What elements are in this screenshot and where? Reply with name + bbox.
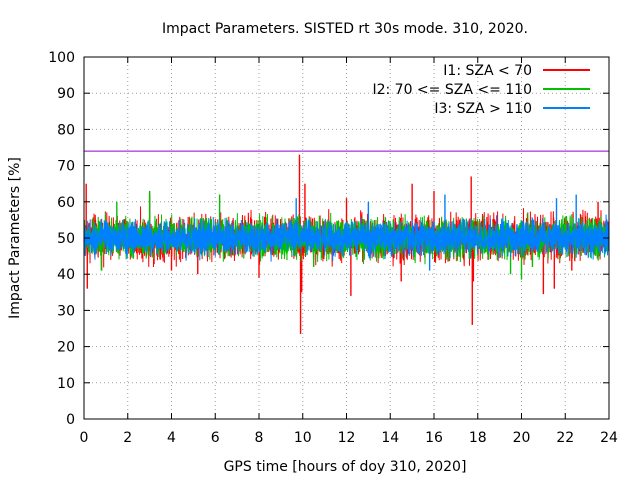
y-tick-label: 100	[48, 50, 75, 66]
y-tick-label: 20	[57, 340, 75, 356]
x-tick-label: 10	[294, 430, 312, 446]
y-tick-label: 60	[57, 195, 75, 211]
y-tick-label: 40	[57, 267, 75, 283]
data-series-layer	[83, 154, 610, 334]
chart-title: Impact Parameters. SISTED rt 30s mode. 3…	[162, 21, 528, 37]
series-line	[83, 214, 610, 262]
legend-label: I2: 70 <= SZA <= 110	[372, 82, 532, 98]
series-3	[83, 194, 610, 271]
x-tick-label: 0	[80, 430, 89, 446]
axis-ticks: 0 2 4 6 8 10 12 14 16 18 20 22 240102030405060708090…	[48, 50, 618, 446]
x-tick-label: 16	[425, 430, 443, 446]
y-axis-label: Impact Parameters [%]	[7, 157, 23, 319]
x-axis-label: GPS time [hours of doy 310, 2020]	[224, 459, 467, 475]
x-tick-label: 24	[600, 430, 618, 446]
y-tick-label: 70	[57, 159, 75, 175]
x-tick-label: 2	[123, 430, 132, 446]
y-tick-label: 50	[57, 231, 75, 247]
x-tick-label: 22	[556, 430, 574, 446]
y-tick-label: 30	[57, 303, 75, 319]
x-tick-label: 18	[469, 430, 487, 446]
x-tick-label: 20	[513, 430, 531, 446]
legend-label: I1: SZA < 70	[443, 63, 532, 79]
y-tick-label: 0	[66, 412, 75, 428]
x-tick-label: 14	[381, 430, 399, 446]
x-tick-label: 8	[255, 430, 264, 446]
legend: I1: SZA < 70 I2: 70 <= SZA <= 110 I3: SZA …	[372, 63, 590, 117]
y-tick-label: 80	[57, 122, 75, 138]
y-tick-label: 10	[57, 376, 75, 392]
x-tick-label: 4	[167, 430, 176, 446]
x-tick-label: 12	[338, 430, 356, 446]
x-tick-label: 6	[211, 430, 220, 446]
legend-label: I3: SZA > 110	[434, 101, 532, 117]
y-tick-label: 90	[57, 86, 75, 102]
